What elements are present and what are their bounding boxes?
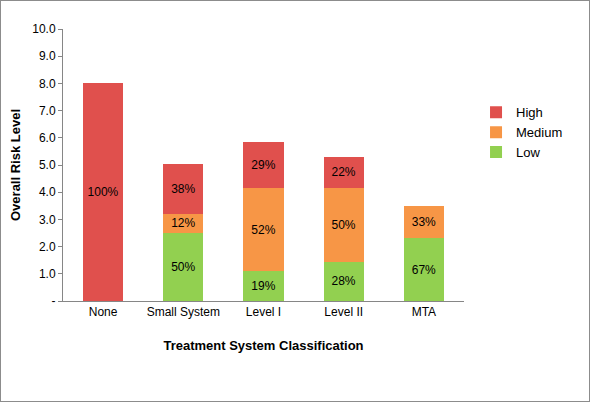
svg-text:4.0: 4.0: [39, 185, 56, 199]
svg-text:Small System: Small System: [147, 305, 220, 319]
svg-text:1.0: 1.0: [39, 267, 56, 281]
svg-text:12%: 12%: [171, 216, 195, 230]
svg-text:22%: 22%: [332, 165, 356, 179]
svg-text:3.0: 3.0: [39, 213, 56, 227]
svg-text:9.0: 9.0: [39, 49, 56, 63]
svg-text:High: High: [516, 105, 543, 120]
svg-text:MTA: MTA: [412, 305, 436, 319]
svg-text:50%: 50%: [171, 260, 195, 274]
svg-text:7.0: 7.0: [39, 104, 56, 118]
svg-text:2.0: 2.0: [39, 240, 56, 254]
svg-text:33%: 33%: [412, 215, 436, 229]
svg-text:5.0: 5.0: [39, 158, 56, 172]
svg-text:10.0: 10.0: [32, 22, 56, 36]
svg-text:8.0: 8.0: [39, 77, 56, 91]
svg-text:50%: 50%: [332, 218, 356, 232]
svg-text:6.0: 6.0: [39, 131, 56, 145]
svg-text:67%: 67%: [412, 263, 436, 277]
svg-text:None: None: [89, 305, 118, 319]
svg-text:52%: 52%: [251, 223, 275, 237]
svg-text:Low: Low: [516, 145, 540, 160]
svg-text:100%: 100%: [88, 185, 119, 199]
svg-text:Treatment System Classificatio: Treatment System Classification: [163, 338, 363, 353]
svg-text:-: -: [52, 294, 56, 308]
svg-text:29%: 29%: [251, 158, 275, 172]
svg-text:Medium: Medium: [516, 125, 562, 140]
svg-text:19%: 19%: [251, 279, 275, 293]
svg-text:28%: 28%: [332, 274, 356, 288]
svg-text:Level I: Level I: [246, 305, 281, 319]
svg-text:38%: 38%: [171, 182, 195, 196]
svg-text:Level II: Level II: [324, 305, 363, 319]
svg-text:Overall Risk Level: Overall Risk Level: [8, 109, 23, 221]
